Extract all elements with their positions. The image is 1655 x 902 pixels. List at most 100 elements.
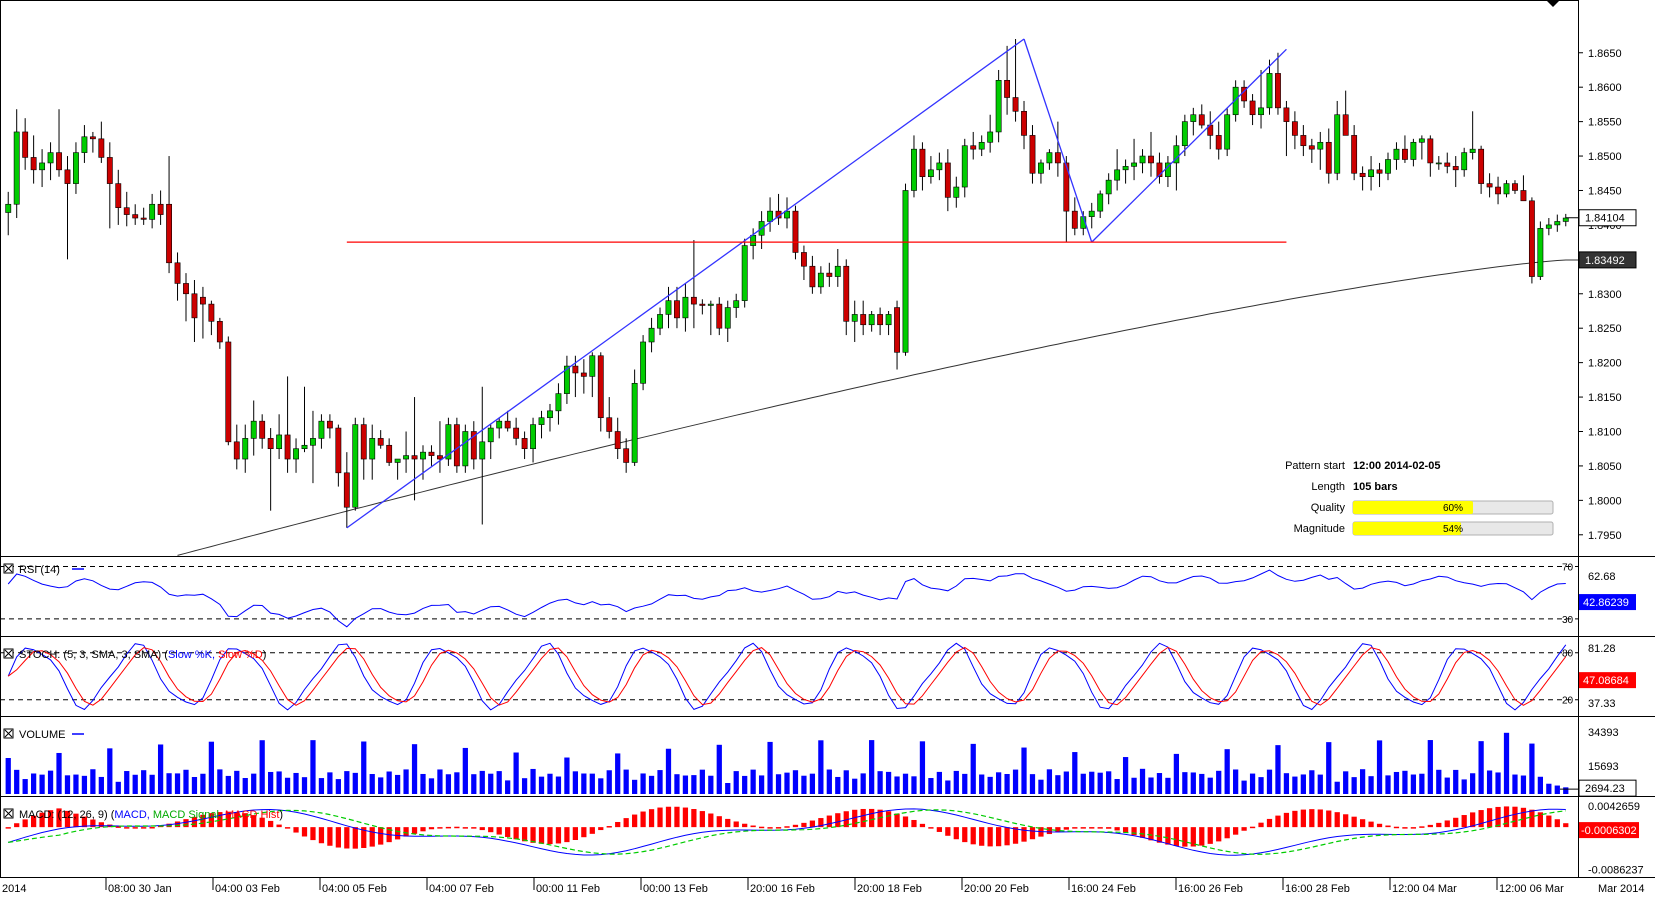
volume-bar: [1139, 768, 1146, 794]
volume-bar: [1546, 783, 1552, 794]
volume-bar: [750, 769, 756, 794]
stoch-d-line: [7, 646, 1567, 706]
volume-bar: [1326, 742, 1332, 794]
scroll-marker-icon[interactable]: [1546, 0, 1560, 7]
macd-hist-bar: [1554, 819, 1560, 828]
volume-bar: [1402, 770, 1408, 794]
macd-hist-bar: [1156, 827, 1163, 843]
candle-body: [1410, 141, 1417, 160]
volume-bar: [1106, 771, 1112, 794]
macd-hist-bar: [555, 827, 562, 844]
candle-body: [877, 314, 884, 326]
volume-bar: [758, 775, 765, 794]
volume-bar: [953, 770, 959, 794]
volume-bar: [1216, 770, 1222, 794]
volume-bar: [1436, 769, 1442, 794]
volume-bar: [1495, 772, 1501, 794]
volume-bar: [1359, 769, 1366, 794]
macd-hist-bar: [640, 811, 646, 828]
macd-hist-bar: [64, 810, 71, 828]
macd-label: MACD: (12, 26, 9): [19, 809, 108, 821]
volume-bar: [1351, 777, 1357, 794]
macd-hist-bar: [615, 821, 621, 828]
candle-body: [648, 327, 655, 343]
price-tick-label-7: 1.8300: [1588, 289, 1622, 301]
macd-hist-bar: [174, 821, 181, 828]
candle-body: [640, 341, 647, 384]
volume-bar: [1275, 745, 1281, 794]
candle-body: [784, 210, 790, 219]
macd-hist-bar: [775, 827, 782, 829]
volume-bar: [225, 775, 231, 794]
candle-body: [1520, 190, 1527, 202]
candle-body: [284, 434, 291, 460]
candle-body: [1478, 148, 1485, 184]
macd-hist-label: MACD Hist: [225, 809, 279, 821]
volume-bar: [792, 770, 799, 794]
macd-hist-bar: [310, 827, 316, 841]
candle-body: [995, 80, 1002, 133]
macd-hist-bar: [1249, 826, 1256, 829]
volume-bar: [445, 774, 452, 794]
macd-hist-bar: [98, 822, 104, 828]
volume-bar: [1444, 777, 1450, 794]
price-tick-label-14: 1.7950: [1588, 530, 1622, 542]
x-tick-label-5: 00:00 11 Feb: [536, 883, 600, 895]
volume-bar: [107, 748, 113, 794]
volume-bar: [361, 741, 367, 794]
macd-hist-bar: [318, 827, 325, 844]
last-price-box: [1578, 209, 1637, 227]
candle-body: [453, 424, 460, 467]
macd-hist-bar: [623, 818, 629, 828]
macd-hist-bar: [1106, 827, 1112, 829]
candle-body: [1376, 169, 1383, 174]
macd-hist-bar: [1131, 827, 1137, 836]
candle-body: [343, 472, 350, 508]
x-tick-label-2: 04:00 03 Feb: [215, 883, 280, 895]
candle-body: [834, 265, 841, 277]
volume-bar: [327, 772, 333, 794]
candle-body: [817, 272, 824, 288]
macd-hist-bar: [928, 827, 934, 829]
volume-bar: [547, 773, 553, 794]
candle-body: [1173, 145, 1180, 164]
volume-bar: [1131, 777, 1137, 794]
volume-bar: [1021, 747, 1027, 794]
last-price-label: 1.84104: [1585, 213, 1625, 225]
macd-hist-bar: [1309, 809, 1315, 828]
pattern-line: [1023, 38, 1093, 243]
candle-body: [216, 321, 223, 343]
price-tick-label-0: 1.8650: [1588, 48, 1622, 60]
candle-body: [293, 448, 299, 460]
candle-body: [809, 265, 816, 288]
candle-body: [73, 152, 79, 184]
volume-bar: [1529, 743, 1535, 794]
macd-hist-bar: [1326, 810, 1332, 828]
price-tick-label-10: 1.8150: [1588, 392, 1622, 404]
candle-body: [657, 314, 663, 329]
volume-bar: [962, 773, 968, 794]
volume-bar: [1309, 770, 1315, 794]
macd-hist-bar: [716, 816, 722, 828]
stoch-tick-3733: 37.33: [1588, 698, 1616, 710]
macd-hist-bar: [835, 813, 841, 828]
macd-hist-bar: [1182, 827, 1188, 847]
price-tick-label-12: 1.8050: [1588, 461, 1622, 473]
candle-body: [767, 210, 773, 222]
candle-body: [894, 307, 900, 353]
volume-bar: [919, 741, 926, 794]
macd-signal-label: MACD Signal,: [153, 809, 222, 821]
macd-hist-bar: [251, 815, 257, 828]
candle-body: [1232, 86, 1239, 116]
candle-body: [699, 303, 706, 306]
volume-bar: [293, 772, 299, 794]
macd-hist-bar: [767, 827, 773, 829]
macd-hist-bar: [284, 827, 291, 829]
volume-bar: [911, 776, 917, 794]
stoch-label: STOCH: (5, 3, SMA, 3, SMA): [19, 649, 161, 661]
macd-hist-bar: [860, 808, 866, 828]
macd-line-label: MACD,: [114, 809, 149, 821]
stoch-value-label: 47.08684: [1583, 675, 1629, 687]
macd-hist-bar: [31, 815, 37, 828]
candle-body: [403, 455, 410, 460]
